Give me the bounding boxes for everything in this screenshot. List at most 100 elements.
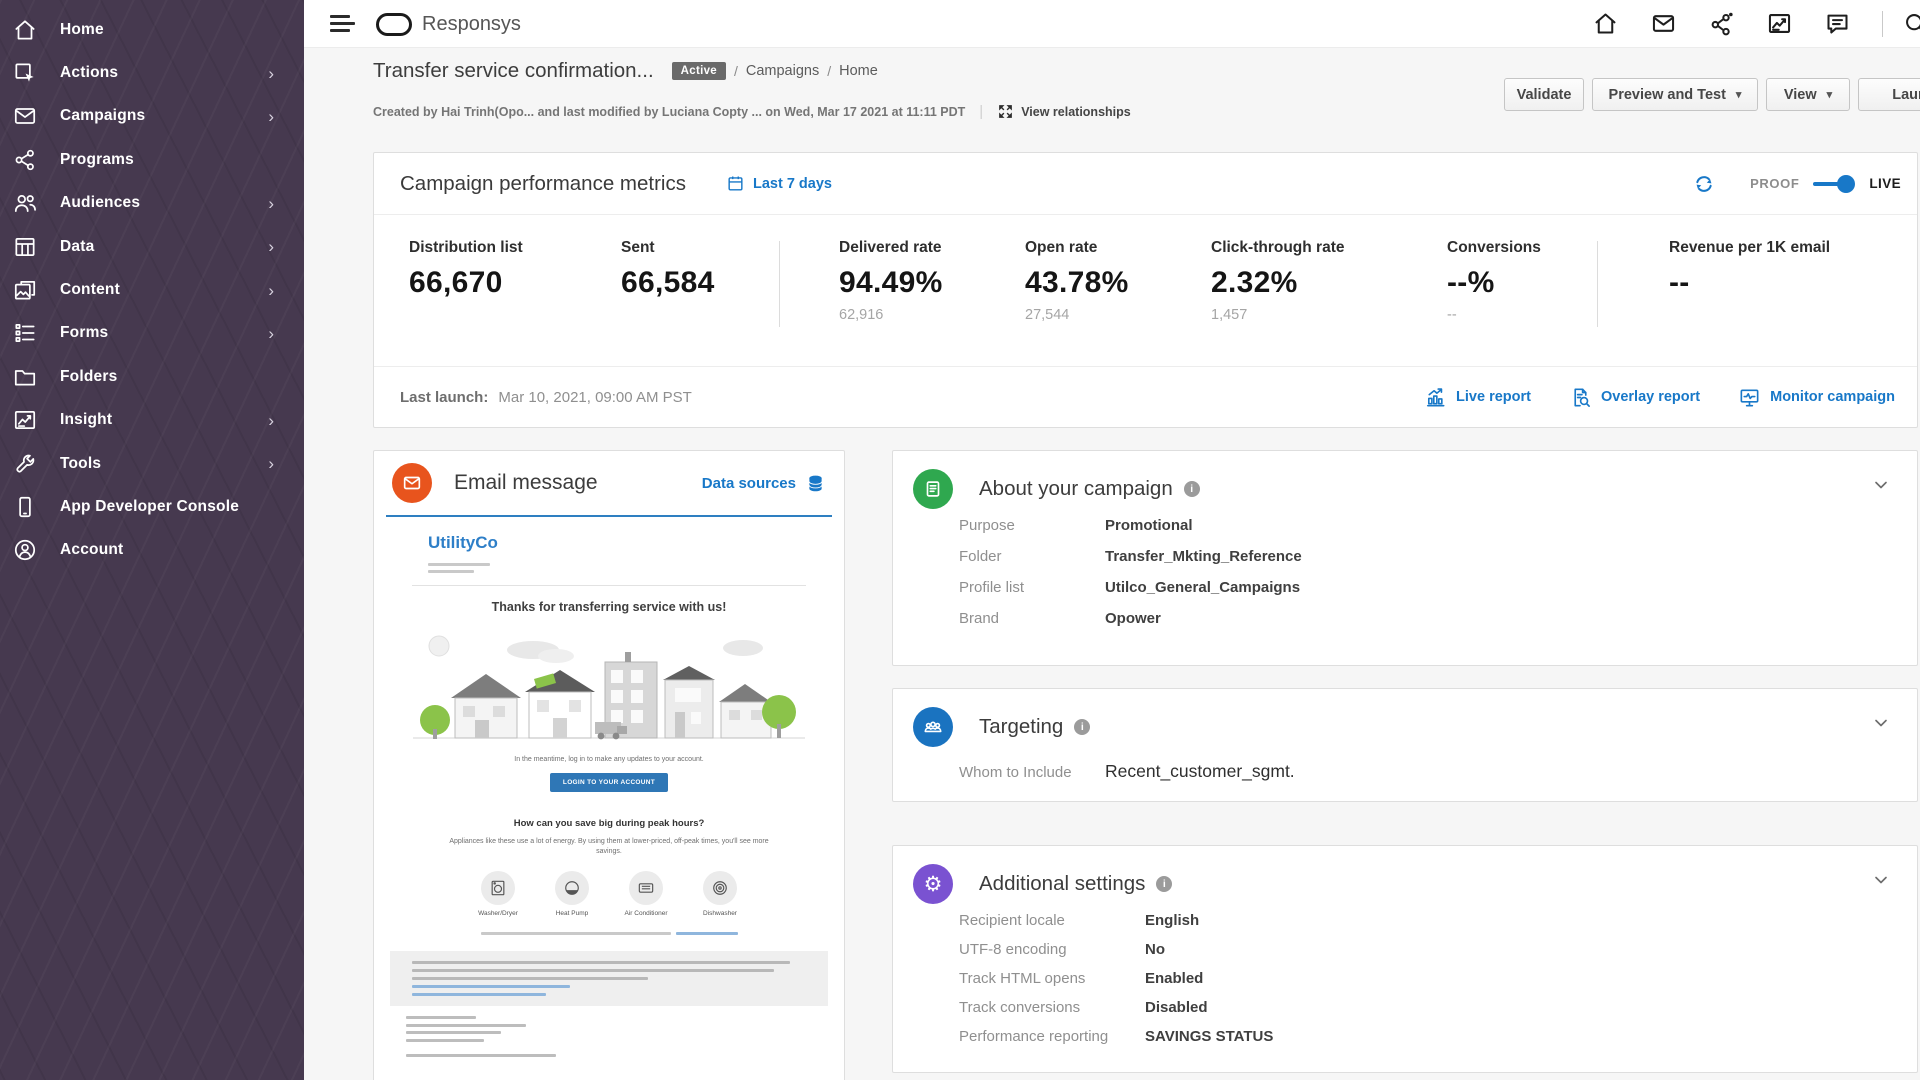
row-label: Purpose xyxy=(959,517,1015,534)
mail-icon[interactable] xyxy=(1650,10,1677,37)
sidebar-item-data[interactable]: Data › xyxy=(0,225,304,268)
search-icon[interactable] xyxy=(1902,10,1920,37)
metrics-row: Distribution list 66,670 Sent 66,584 Del… xyxy=(374,215,1917,366)
sidebar-item-app-developer-console[interactable]: App Developer Console xyxy=(0,485,304,528)
appliance-item: Air Conditioner xyxy=(615,871,677,918)
metric-sub-value xyxy=(409,307,523,324)
refresh-icon[interactable] xyxy=(1692,172,1716,196)
date-range-selector[interactable]: Last 7 days xyxy=(726,174,832,193)
validate-button[interactable]: Validate xyxy=(1504,78,1584,111)
home-icon[interactable] xyxy=(1592,10,1619,37)
row-label: UTF-8 encoding xyxy=(959,941,1067,958)
sidebar-item-label: Forms xyxy=(60,324,109,342)
sidebar-item-content[interactable]: Content › xyxy=(0,268,304,311)
row-label: Profile list xyxy=(959,579,1025,596)
email-illustration xyxy=(413,635,805,740)
about-rows: Purpose Promotional Folder Transfer_Mkti… xyxy=(959,517,1877,641)
chevron-down-icon[interactable] xyxy=(1871,475,1891,495)
row-label: Whom to Include xyxy=(959,764,1072,781)
menu-icon[interactable] xyxy=(330,15,356,36)
data-sources-link[interactable]: Data sources xyxy=(702,473,826,494)
email-address-lines xyxy=(406,1016,832,1057)
metric-label: Sent xyxy=(621,239,655,256)
breadcrumb-home[interactable]: Home xyxy=(839,63,878,79)
sidebar-item-label: Data xyxy=(60,237,95,255)
chevron-right-icon: › xyxy=(268,410,274,430)
app-developer-console-icon xyxy=(12,494,38,520)
chevron-down-icon[interactable] xyxy=(1871,713,1891,733)
email-section-title: How can you save big during peak hours? xyxy=(513,818,705,829)
email-brand-logo: UtilityCo xyxy=(428,533,498,552)
info-icon[interactable]: i xyxy=(1074,719,1091,735)
metrics-footer: Last launch: Mar 10, 2021, 09:00 AM PST … xyxy=(374,366,1917,427)
overlay-report-link[interactable]: Overlay report xyxy=(1569,386,1700,409)
folders-icon xyxy=(12,364,38,390)
metric-sub-value xyxy=(621,307,715,324)
chevron-down-icon[interactable] xyxy=(1871,870,1891,890)
email-paragraph: Appliances like these use a lot of energ… xyxy=(449,838,769,856)
email-card-header: Email message Data sources xyxy=(374,451,844,515)
breadcrumb-campaigns[interactable]: Campaigns xyxy=(745,63,820,79)
sidebar: Home Actions › Campaigns › Programs Audi… xyxy=(0,0,304,1080)
sidebar-item-folders[interactable]: Folders xyxy=(0,355,304,398)
view-relationships-link[interactable]: View relationships xyxy=(997,103,1131,120)
sidebar-item-insight[interactable]: Insight › xyxy=(0,399,304,442)
row-value: Opower xyxy=(1105,610,1161,627)
page-header: Transfer service confirmation... Active … xyxy=(373,59,878,83)
sidebar-item-home[interactable]: Home xyxy=(0,8,304,51)
targeting-card: Targeting i Whom to Include Recent_custo… xyxy=(892,688,1918,802)
launch-button[interactable]: Launch xyxy=(1858,78,1920,111)
sidebar-item-programs[interactable]: Programs xyxy=(0,138,304,181)
detail-row: Purpose Promotional xyxy=(959,517,1877,548)
sidebar-item-campaigns[interactable]: Campaigns › xyxy=(0,95,304,138)
info-icon[interactable]: i xyxy=(1156,876,1173,892)
email-card-title: Email message xyxy=(454,471,598,494)
row-value: SAVINGS STATUS xyxy=(1145,1028,1274,1045)
metric-open-rate: Open rate 43.78% 27,544 xyxy=(1025,239,1129,324)
metric-value: 66,670 xyxy=(409,266,503,299)
sidebar-item-label: Tools xyxy=(60,454,102,472)
metric-divider xyxy=(779,241,780,327)
sidebar-item-audiences[interactable]: Audiences › xyxy=(0,182,304,225)
metric-sub-value: -- xyxy=(1447,307,1457,323)
metric-label: Conversions xyxy=(1447,239,1541,256)
byline: Created by Hai Trinh(Opo... and last mod… xyxy=(373,103,1131,120)
email-preview[interactable]: UtilityCo Thanks for transferring servic… xyxy=(386,515,832,1080)
row-value: Utilco_General_Campaigns xyxy=(1105,579,1301,596)
email-meantime-text: In the meantime, log in to make any upda… xyxy=(514,756,704,763)
live-label: LIVE xyxy=(1869,176,1901,191)
sidebar-item-account[interactable]: Account xyxy=(0,529,304,572)
oracle-logo xyxy=(376,13,412,36)
preview-and-test-button[interactable]: Preview and Test ▾ xyxy=(1592,78,1758,111)
appliance-item: Dishwasher xyxy=(689,871,751,918)
audiences-icon xyxy=(12,190,38,216)
monitor-campaign-link[interactable]: Monitor campaign xyxy=(1738,386,1895,409)
view-button[interactable]: View ▾ xyxy=(1766,78,1850,111)
targeting-header: Targeting i xyxy=(913,707,1091,747)
live-report-link[interactable]: Live report xyxy=(1424,386,1531,409)
sidebar-item-actions[interactable]: Actions › xyxy=(0,51,304,94)
info-icon[interactable]: i xyxy=(1183,481,1200,497)
proof-live-toggle[interactable] xyxy=(1813,174,1856,193)
programs-icon[interactable] xyxy=(1708,10,1735,37)
detail-row: Track HTML opens Enabled xyxy=(959,970,1877,999)
chevron-right-icon: › xyxy=(268,237,274,257)
detail-row: UTF-8 encoding No xyxy=(959,941,1877,970)
last-launch-label: Last launch: xyxy=(400,388,489,406)
sidebar-item-forms[interactable]: Forms › xyxy=(0,312,304,355)
metric-value: 2.32% xyxy=(1211,266,1298,299)
email-cta-button: LOGIN TO YOUR ACCOUNT xyxy=(550,773,668,792)
sidebar-item-tools[interactable]: Tools › xyxy=(0,442,304,485)
chevron-right-icon: › xyxy=(268,280,274,300)
sidebar-item-label: Audiences xyxy=(60,194,141,212)
row-label: Track conversions xyxy=(959,999,1081,1016)
feedback-icon[interactable] xyxy=(1824,10,1851,37)
overlay-report-label: Overlay report xyxy=(1600,389,1701,405)
about-your-campaign-card: About your campaign i Purpose Promotiona… xyxy=(892,450,1918,666)
brand-name: Responsys xyxy=(422,13,521,35)
proof-label: PROOF xyxy=(1750,176,1800,191)
chevron-right-icon: › xyxy=(268,454,274,474)
document-search-icon xyxy=(1574,388,1590,407)
insight-icon[interactable] xyxy=(1766,10,1793,37)
caret-down-icon: ▾ xyxy=(1735,89,1742,101)
